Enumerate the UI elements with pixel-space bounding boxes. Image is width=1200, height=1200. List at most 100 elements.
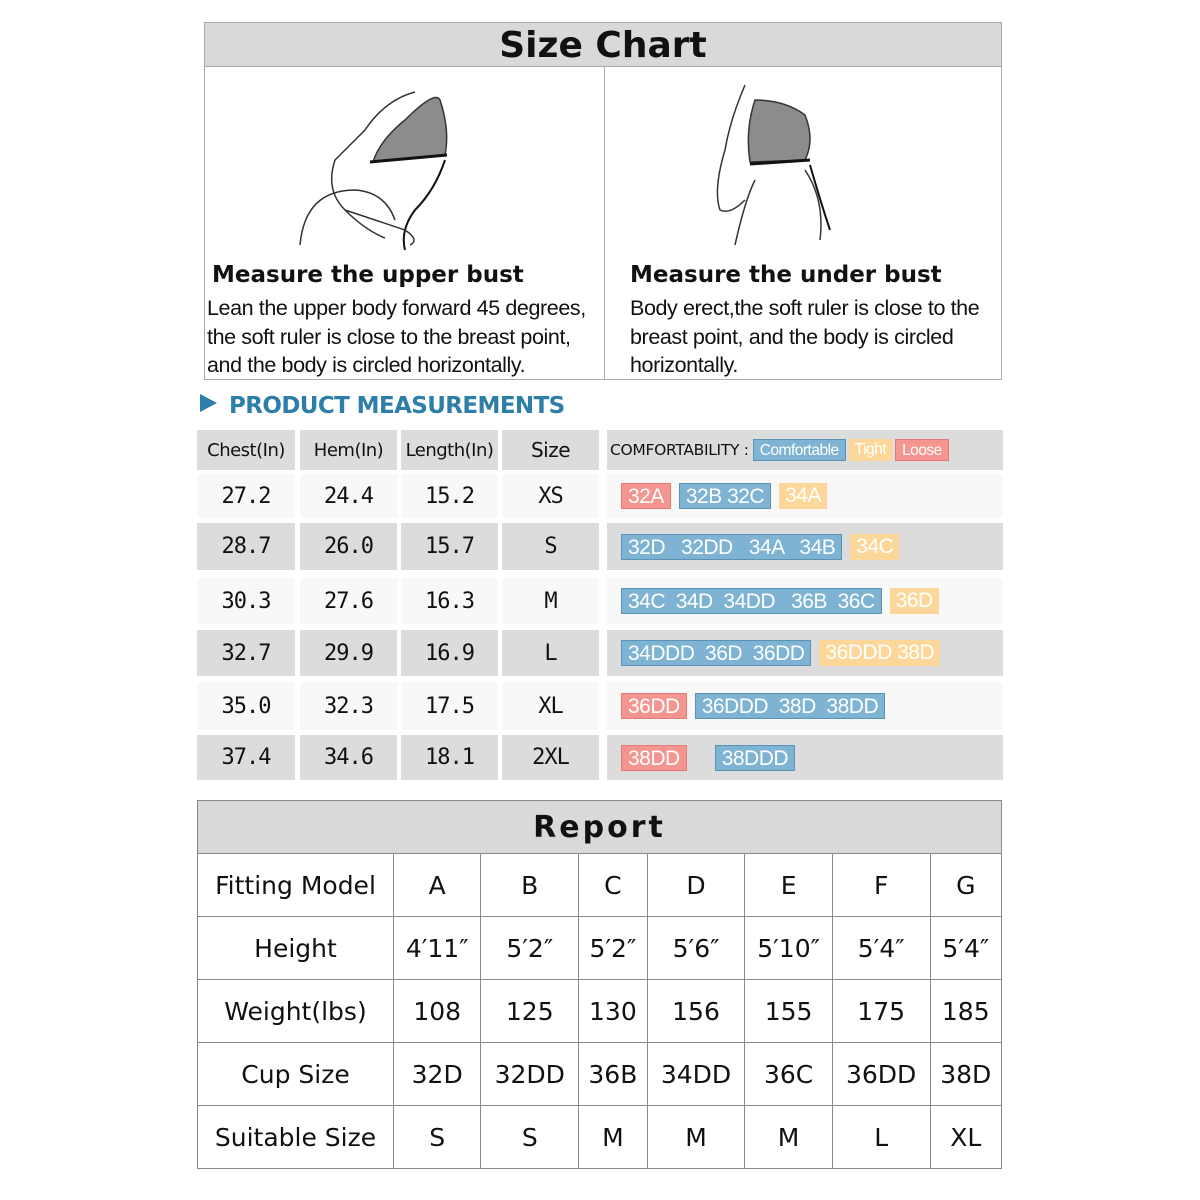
cup-chip-tight: 36DDD 38D xyxy=(819,640,941,666)
report-cell: 4′11″ xyxy=(392,916,482,980)
cup-chip-tight: 34A xyxy=(779,483,827,509)
report-cell: F xyxy=(831,853,931,917)
report-cell: M xyxy=(744,1105,833,1169)
cup-sizes: 36DD 36DDD 38D 38DD xyxy=(607,682,1003,730)
report-cell: 175 xyxy=(831,979,931,1043)
comfort-label: COMFORTABILITY : xyxy=(610,441,749,459)
cup-chip-comfortable: 32D 32DD 34A 34B xyxy=(621,533,843,560)
text-line: Lean the upper body forward 45 degrees, xyxy=(207,296,586,320)
cell-hem: 24.4 xyxy=(300,474,397,518)
cell-size: S xyxy=(502,523,599,570)
report-cell: A xyxy=(392,853,482,917)
report-cell: 108 xyxy=(392,979,482,1043)
under-bust-text: Body erect,the soft ruler is close to th… xyxy=(630,294,980,380)
cell-size: XS xyxy=(502,474,599,518)
cell-size: XL xyxy=(502,682,599,730)
report-cell: D xyxy=(646,853,746,917)
report-cell: 155 xyxy=(744,979,833,1043)
report-row: Weight(lbs) 108 125 130 156 155 175 185 xyxy=(197,979,1003,1043)
report-cell: B xyxy=(480,853,580,917)
report-cell: 185 xyxy=(929,979,1003,1043)
cell-chest: 28.7 xyxy=(197,523,295,570)
cell-length: 16.9 xyxy=(401,630,498,676)
report-cell: 5′10″ xyxy=(744,916,833,980)
report-cell: G xyxy=(929,853,1003,917)
report-cell: 5′4″ xyxy=(831,916,931,980)
cup-sizes: 34C 34D 34DD 36B 36C 36D xyxy=(607,578,1003,624)
heading-text: PRODUCT MEASUREMENTS xyxy=(229,393,565,419)
text-line: the soft ruler is close to the breast po… xyxy=(207,324,571,349)
report-cell: 125 xyxy=(480,979,580,1043)
report-cell: 36B xyxy=(578,1042,648,1106)
report-cell: 32D xyxy=(392,1042,482,1106)
under-bust-heading: Measure the under bust xyxy=(630,262,942,288)
cup-sizes: 34DDD 36D 36DD 36DDD 38D xyxy=(607,630,1003,676)
cup-chip-comfortable: 34C 34D 34DD 36B 36C xyxy=(621,588,882,614)
legend-comfortable: Comfortable xyxy=(752,439,846,461)
report-title: Report xyxy=(197,800,1002,854)
under-bust-panel: Measure the under bust Body erect,the so… xyxy=(604,66,1003,379)
cell-length: 15.2 xyxy=(401,474,498,518)
legend-tight: Tight xyxy=(848,439,893,461)
report-cell: M xyxy=(646,1105,746,1169)
row-label: Suitable Size xyxy=(197,1105,394,1169)
row-label: Fitting Model xyxy=(197,853,394,917)
cell-hem: 29.9 xyxy=(300,630,397,676)
report-row: Fitting Model A B C D E F G xyxy=(197,853,1003,917)
report-cell: 36C xyxy=(744,1042,833,1106)
header-size: Size xyxy=(502,430,599,470)
cup-chip-loose: 38DD xyxy=(621,744,687,771)
report-table: Report Fitting Model A B C D E F G Height 4′11″ 5′… xyxy=(197,800,1003,1169)
cell-chest: 32.7 xyxy=(197,630,295,676)
cell-size: L xyxy=(502,630,599,676)
report-row: Height 4′11″ 5′2″ 5′2″ 5′6″ 5′10″ 5′4″ 5′4″ xyxy=(197,916,1003,980)
report-cell: L xyxy=(831,1105,931,1169)
text-line: Body erect,the soft ruler is close to th… xyxy=(630,296,980,320)
page-title: Size Chart xyxy=(204,22,1002,67)
cup-chip-tight: 36D xyxy=(889,588,939,614)
report-cell: 32DD xyxy=(480,1042,580,1106)
report-cell: 156 xyxy=(646,979,746,1043)
report-cell: M xyxy=(578,1105,648,1169)
text-line: and the body is circled horizontally. xyxy=(207,353,526,377)
report-cell: 5′6″ xyxy=(646,916,746,980)
cell-length: 18.1 xyxy=(401,735,498,780)
report-cell: S xyxy=(480,1105,580,1169)
cup-chip-tight: 34C xyxy=(850,533,900,560)
cell-length: 17.5 xyxy=(401,682,498,730)
upper-bust-illustration xyxy=(299,91,448,250)
cell-length: 16.3 xyxy=(401,578,498,624)
row-label: Cup Size xyxy=(197,1042,394,1106)
report-cell: 5′4″ xyxy=(929,916,1003,980)
header-chest: Chest(In) xyxy=(197,430,295,470)
cell-size: 2XL xyxy=(502,735,599,780)
cup-chip-comfortable: 38DDD xyxy=(714,744,796,771)
text-line: breast point, and the body is circled xyxy=(630,324,954,349)
cup-chip-loose: 36DD xyxy=(621,693,687,719)
cup-sizes: 32D 32DD 34A 34B 34C xyxy=(607,523,1003,570)
report-cell: S xyxy=(392,1105,482,1169)
comfort-legend: COMFORTABILITY : Comfortable Tight Loose xyxy=(607,430,1003,470)
upper-bust-text: Lean the upper body forward 45 degrees, … xyxy=(207,294,586,380)
cup-chip-comfortable: 36DDD 38D 38DD xyxy=(694,693,886,719)
cup-chip-loose: 32A xyxy=(621,483,671,509)
cell-chest: 35.0 xyxy=(197,682,295,730)
report-cell: E xyxy=(744,853,833,917)
measure-instructions: Measure the upper bust Lean the upper bo… xyxy=(204,66,1002,380)
cell-chest: 37.4 xyxy=(197,735,295,780)
cell-chest: 27.2 xyxy=(197,474,295,518)
cell-chest: 30.3 xyxy=(197,578,295,624)
header-hem: Hem(In) xyxy=(300,430,397,470)
row-label: Height xyxy=(197,916,394,980)
row-label: Weight(lbs) xyxy=(197,979,394,1043)
under-bust-illustration xyxy=(716,84,831,246)
report-cell: 38D xyxy=(929,1042,1003,1106)
cup-chip-comfortable: 34DDD 36D 36DD xyxy=(621,640,812,666)
report-cell: XL xyxy=(929,1105,1003,1169)
cup-chip-comfortable: 32B 32C xyxy=(678,483,772,509)
text-line: horizontally. xyxy=(630,353,738,377)
product-measurements-heading: PRODUCT MEASUREMENTS xyxy=(200,393,565,419)
cell-size: M xyxy=(502,578,599,624)
report-cell: 36DD xyxy=(831,1042,931,1106)
cell-hem: 32.3 xyxy=(300,682,397,730)
